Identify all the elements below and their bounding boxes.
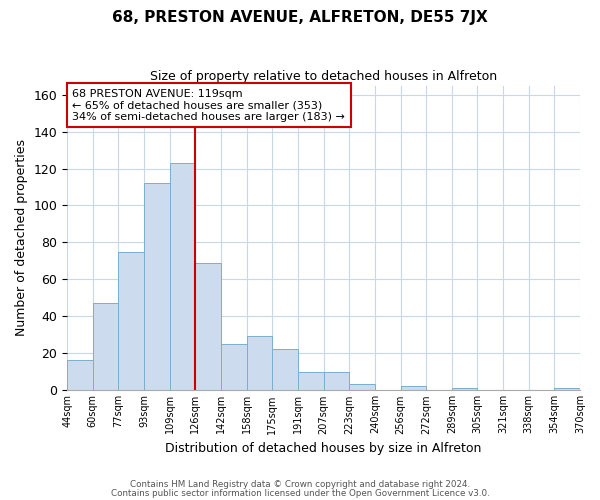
Title: Size of property relative to detached houses in Alfreton: Size of property relative to detached ho… [150, 70, 497, 83]
Bar [554, 388, 580, 390]
Bar [144, 184, 170, 390]
Bar [196, 262, 221, 390]
Bar [118, 252, 144, 390]
Y-axis label: Number of detached properties: Number of detached properties [15, 140, 28, 336]
Bar [221, 344, 247, 390]
Text: Contains HM Land Registry data © Crown copyright and database right 2024.: Contains HM Land Registry data © Crown c… [130, 480, 470, 489]
Bar [170, 163, 196, 390]
X-axis label: Distribution of detached houses by size in Alfreton: Distribution of detached houses by size … [166, 442, 482, 455]
Bar [349, 384, 375, 390]
Bar [401, 386, 426, 390]
Bar [272, 350, 298, 390]
Text: 68 PRESTON AVENUE: 119sqm
← 65% of detached houses are smaller (353)
34% of semi: 68 PRESTON AVENUE: 119sqm ← 65% of detac… [72, 88, 345, 122]
Bar [323, 372, 349, 390]
Text: 68, PRESTON AVENUE, ALFRETON, DE55 7JX: 68, PRESTON AVENUE, ALFRETON, DE55 7JX [112, 10, 488, 25]
Text: Contains public sector information licensed under the Open Government Licence v3: Contains public sector information licen… [110, 488, 490, 498]
Bar [298, 372, 323, 390]
Bar [67, 360, 93, 390]
Bar [93, 304, 118, 390]
Bar [247, 336, 272, 390]
Bar [452, 388, 478, 390]
